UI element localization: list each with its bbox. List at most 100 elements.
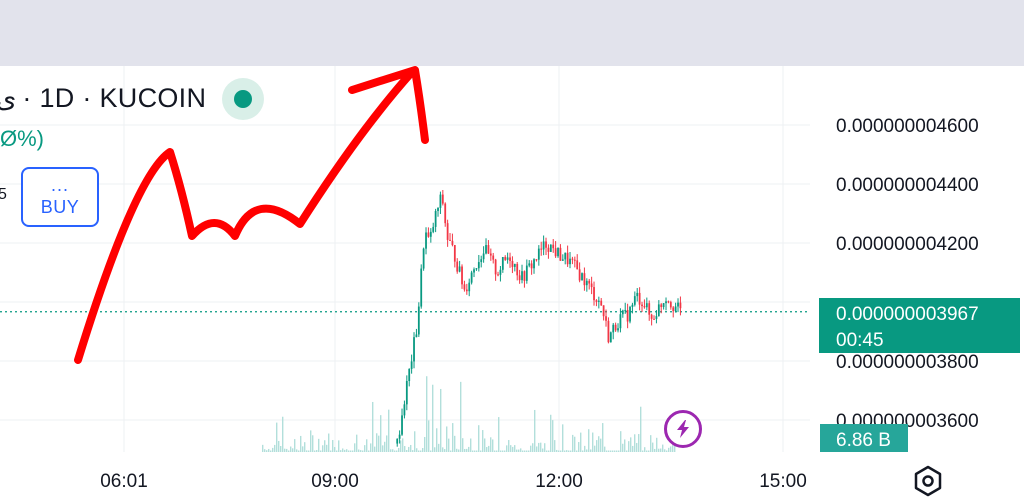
volume-bar <box>468 446 470 452</box>
volume-bar <box>386 435 388 452</box>
volume-bar <box>492 439 494 452</box>
volume-bar <box>638 434 640 452</box>
volume-bar <box>544 443 546 452</box>
volume-bar <box>564 450 566 452</box>
candle-body <box>617 328 619 331</box>
volume-bar <box>498 417 500 452</box>
candle-body <box>624 310 627 312</box>
buy-button[interactable]: ... BUY <box>21 167 99 227</box>
lightning-bolt-icon <box>677 420 689 438</box>
volume-bar <box>432 384 434 452</box>
volume-bar <box>496 450 498 452</box>
volume-bar <box>566 450 568 452</box>
candle-body <box>677 302 679 307</box>
candle-body <box>554 248 557 257</box>
volume-bar <box>376 433 378 452</box>
volume-bar <box>652 442 654 452</box>
chart-settings-button[interactable] <box>911 464 945 498</box>
volume-bar <box>658 448 660 452</box>
candle-body <box>485 245 487 254</box>
volume-bar <box>414 431 416 452</box>
candle-body <box>494 259 497 275</box>
volume-bar <box>390 449 392 452</box>
candle-body <box>609 332 612 343</box>
candle-body <box>405 380 408 405</box>
volume-bar <box>278 440 280 452</box>
volume-bar <box>568 450 570 452</box>
symbol-interval-exchange: · 1D · KUCOIN <box>22 82 207 113</box>
lightning-bolt-button[interactable] <box>664 410 702 448</box>
volume-bar <box>558 450 560 452</box>
candle-body <box>590 283 593 288</box>
volume-bar <box>294 439 296 452</box>
candle-body <box>518 275 521 281</box>
candle-body <box>643 306 646 308</box>
candle-body <box>607 320 610 343</box>
volume-bar <box>506 445 508 452</box>
candle-body <box>566 252 569 265</box>
volume-bar <box>380 415 382 452</box>
candle-body <box>523 271 526 281</box>
volume-bar <box>534 409 536 452</box>
candle-body <box>569 258 571 265</box>
candle-body <box>415 334 418 338</box>
volume-bar <box>346 449 348 452</box>
volume-bar <box>296 449 298 452</box>
candle-body <box>581 273 583 281</box>
volume-bar <box>472 450 474 452</box>
last-price-marker: 0.000000003967 00:45 <box>819 298 1020 353</box>
candle-body <box>636 292 639 297</box>
candle-body <box>578 269 581 281</box>
chart-grid <box>0 66 810 452</box>
volume-bar <box>408 446 410 452</box>
volume-bar <box>660 448 662 452</box>
volume-bar <box>324 440 326 452</box>
candle-body <box>403 404 406 416</box>
volume-bar <box>602 423 604 452</box>
symbol-legend[interactable]: ى · 1D · KUCOIN <box>0 78 206 118</box>
volume-bar <box>518 449 520 452</box>
volume-bar <box>604 446 606 452</box>
volume-bar <box>288 450 290 452</box>
volume-bar <box>608 450 610 452</box>
candle-body <box>535 259 538 261</box>
candle-body <box>662 303 665 308</box>
candle-body <box>605 316 607 321</box>
volume-bar <box>290 446 292 452</box>
candle-body <box>477 262 480 269</box>
volume-bar <box>574 436 576 452</box>
volume-bar <box>600 438 602 452</box>
candle-body <box>549 244 552 252</box>
volume-bar <box>542 448 544 452</box>
volume-bar <box>370 443 372 452</box>
volume-bar <box>348 450 350 452</box>
candle-body <box>619 314 622 329</box>
volume-bar <box>314 450 316 452</box>
candle-body <box>408 368 411 381</box>
top-bar <box>0 0 1024 66</box>
volume-bar <box>410 444 412 452</box>
volume-bar <box>394 450 396 452</box>
volume-bar <box>404 446 406 452</box>
candle-body <box>645 303 648 308</box>
volume-marker: 6.86 B <box>820 424 908 452</box>
volume-bar <box>328 433 330 452</box>
candle-body <box>446 223 449 240</box>
volume-bar <box>264 449 266 452</box>
volume-bar <box>664 449 666 452</box>
volume-bar <box>340 450 342 452</box>
volume-bar <box>466 448 468 452</box>
volume-bar <box>360 450 362 452</box>
volume-bar <box>622 443 624 452</box>
market-status-indicator[interactable] <box>222 78 264 120</box>
candle-body <box>595 300 598 302</box>
candle-body <box>410 361 413 369</box>
candle-body <box>501 257 504 270</box>
volume-bar <box>392 449 394 452</box>
volume-bar <box>598 436 600 452</box>
volume-bar <box>310 430 312 452</box>
volume-bar <box>430 450 432 452</box>
candle-body <box>398 434 401 439</box>
volume-bar <box>320 450 322 452</box>
